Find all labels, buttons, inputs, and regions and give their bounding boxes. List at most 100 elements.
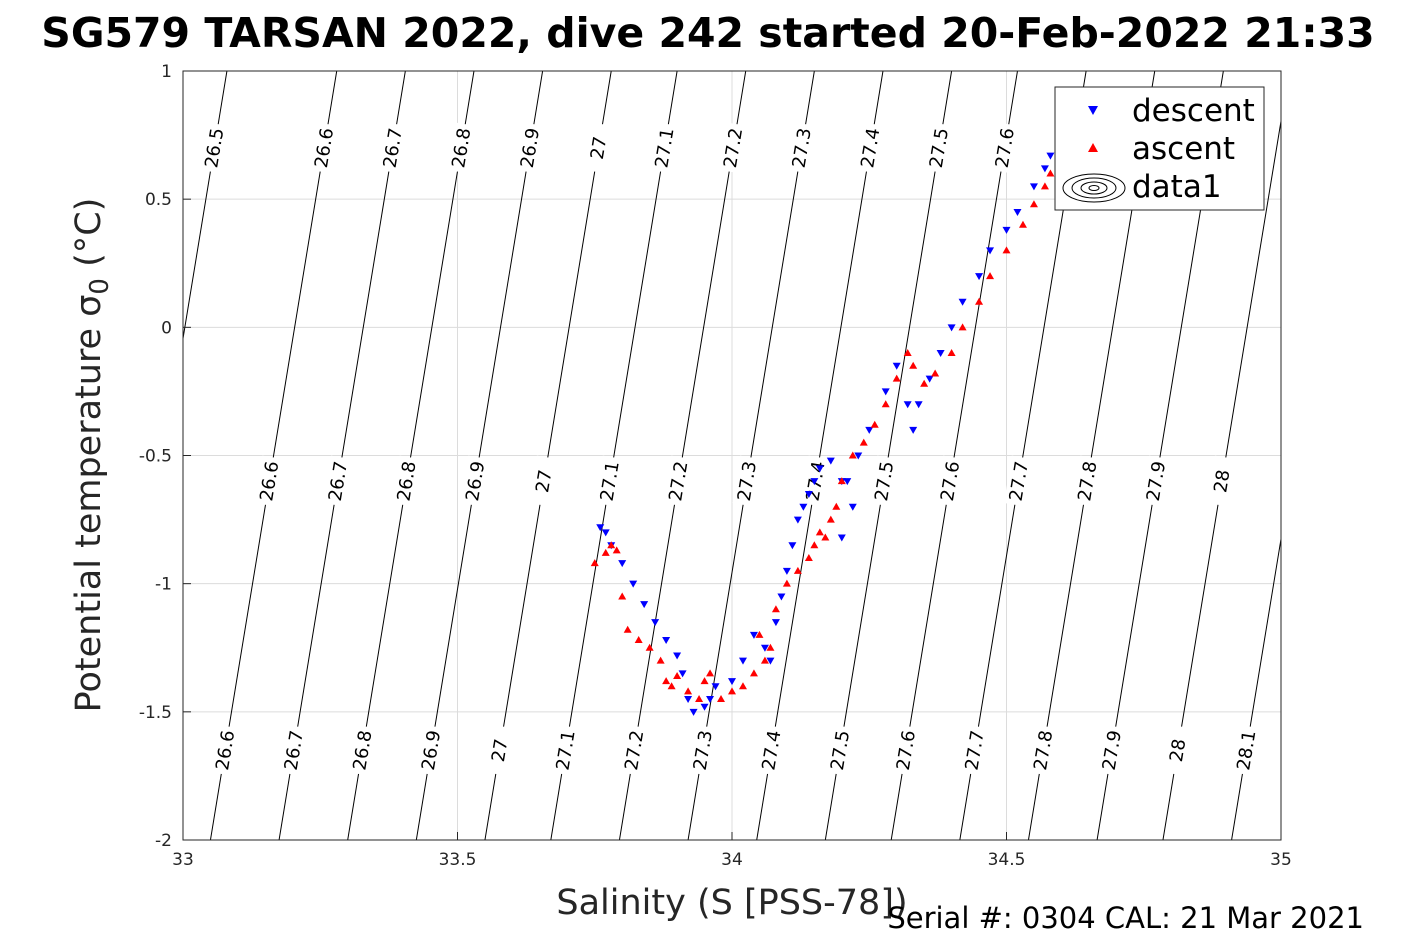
- plot-area: 26.5 26.6 26.6 26.6 26.7 26.7 26.7 26.8 26.8 26.8…: [139, 62, 1292, 870]
- y-tick-label: -0.5: [139, 447, 172, 467]
- y-tick-label: -1.5: [139, 703, 172, 723]
- descent-point: [738, 657, 747, 665]
- ascent-point: [1046, 169, 1055, 177]
- isopycnal-line: [278, 71, 406, 840]
- descent-point: [689, 708, 698, 716]
- x-tick-label: 35: [1270, 850, 1292, 870]
- ascent-point: [931, 369, 940, 377]
- isopycnal-label: 27.9: [1099, 729, 1126, 772]
- ascent-point: [804, 554, 813, 562]
- isopycnal-label: 27: [488, 737, 512, 763]
- descent-point: [810, 478, 819, 486]
- descent-point: [618, 560, 627, 568]
- legend-descent-marker: [1088, 106, 1098, 115]
- ascent-point: [618, 592, 627, 600]
- isopycnal-line: [183, 71, 228, 342]
- isopycnal-label-bg: [446, 122, 477, 174]
- isopycnal-label-bg: [309, 122, 339, 174]
- isopycnal-label-bg: [377, 122, 408, 174]
- descent-point: [728, 678, 736, 686]
- descent-point: [1040, 165, 1049, 173]
- isopycnal-label: 27: [532, 468, 556, 494]
- ascent-point: [859, 438, 868, 446]
- descent-point: [662, 637, 671, 645]
- ascent-point: [601, 548, 610, 556]
- isopycnal-label: 26.6: [256, 460, 283, 503]
- isopycnal-label-bg: [649, 122, 680, 174]
- isopycnal-label: 27.6: [992, 127, 1019, 170]
- ascent-point: [623, 625, 632, 633]
- y-tick-label: 0.5: [145, 190, 172, 210]
- descent-point: [826, 457, 835, 465]
- descent-point: [678, 670, 687, 678]
- isopycnal-label: 26.9: [517, 127, 544, 170]
- isopycnal-line: [550, 71, 678, 840]
- ascent-point: [700, 677, 709, 685]
- isopycnal-label: 26.9: [418, 729, 445, 772]
- descent-point: [799, 503, 808, 511]
- ascent-point: [771, 605, 780, 613]
- isopycnal-line: [824, 71, 953, 840]
- isopycnal-label: 26.8: [394, 460, 421, 503]
- isopycnal-label: 27.2: [720, 127, 747, 170]
- isopycnal-label: 27.3: [734, 460, 761, 503]
- isopycnal-label: 26.5: [201, 127, 228, 170]
- isopycnal-label: 28: [1166, 737, 1190, 763]
- descent-point: [601, 529, 610, 537]
- isopycnal-label-bg: [1072, 455, 1103, 507]
- isopycnal-label: 26.6: [212, 729, 239, 772]
- descent-point: [936, 349, 945, 357]
- descent-point: [881, 388, 890, 396]
- descent-point: [903, 401, 912, 409]
- descent-point: [749, 631, 758, 639]
- descent-point: [815, 465, 824, 473]
- descent-point: [865, 426, 874, 434]
- ascent-point: [810, 541, 819, 549]
- ascent-point: [881, 400, 890, 408]
- ascent-point: [975, 297, 984, 305]
- descent-point: [711, 683, 720, 691]
- isopycnal-label: 27.7: [961, 729, 988, 772]
- isopycnal-label-bg: [279, 724, 309, 776]
- isopycnal-label-bg: [1028, 724, 1058, 776]
- legend-ascent-label: ascent: [1132, 131, 1235, 167]
- descent-point: [854, 452, 863, 460]
- isopycnal-line: [415, 71, 544, 840]
- isopycnal-label-bg: [786, 122, 817, 174]
- isopycnal-label: 27.8: [1030, 729, 1057, 772]
- ascent-point: [1002, 246, 1011, 254]
- isopycnal-label: 27.5: [871, 460, 898, 503]
- ascent-point: [656, 656, 665, 664]
- isopycnal-label: 27.6: [893, 729, 920, 772]
- ascent-point: [821, 533, 830, 541]
- isopycnal-line: [687, 71, 815, 840]
- chart-title: SG579 TARSAN 2022, dive 242 started 20-F…: [41, 9, 1374, 57]
- descent-point: [1029, 183, 1038, 191]
- descent-point: [760, 644, 769, 652]
- ascent-point: [755, 630, 764, 638]
- isopycnal-label-bg: [210, 724, 240, 776]
- ascent-point: [645, 643, 654, 651]
- isopycnal-label-bg: [254, 455, 285, 507]
- ascent-point: [590, 559, 599, 567]
- isopycnal-label-bg: [529, 455, 559, 507]
- ascent-point: [1040, 182, 1049, 190]
- ascent-point: [612, 546, 621, 554]
- ascent-point: [673, 671, 682, 679]
- ascent-point: [920, 379, 929, 387]
- y-axis-label-text: Potential temperature: [69, 328, 109, 712]
- isopycnal-line: [209, 71, 338, 840]
- ascent-point: [826, 515, 835, 523]
- isopycnal-line: [484, 71, 612, 840]
- descent-point: [909, 426, 918, 434]
- ascent-point: [947, 348, 956, 356]
- isopycnal-label: 26.6: [311, 127, 338, 170]
- descent-point: [629, 580, 638, 588]
- ascent-point: [782, 579, 791, 587]
- ascent-point: [848, 451, 857, 459]
- data-layer: [590, 152, 1055, 716]
- isopycnal-label: 28.1: [1233, 729, 1260, 772]
- ascent-point: [728, 687, 736, 695]
- descent-point: [914, 401, 923, 409]
- footer-serial-cal: Serial #: 0304 CAL: 21 Mar 2021: [887, 901, 1364, 935]
